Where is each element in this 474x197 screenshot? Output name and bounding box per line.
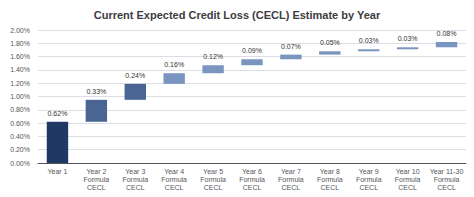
svg-text:Year 3: Year 3 <box>125 168 145 175</box>
svg-text:Formula: Formula <box>239 176 265 183</box>
svg-text:Year 6: Year 6 <box>242 168 262 175</box>
svg-text:0.16%: 0.16% <box>164 61 184 68</box>
svg-text:Formula: Formula <box>200 176 226 183</box>
svg-text:0.62%: 0.62% <box>48 110 68 117</box>
svg-text:Year 9: Year 9 <box>359 168 379 175</box>
svg-text:CECL: CECL <box>437 184 456 191</box>
svg-text:0.12%: 0.12% <box>203 53 223 60</box>
svg-text:Year 5: Year 5 <box>203 168 223 175</box>
svg-text:0.08%: 0.08% <box>437 30 457 37</box>
svg-text:Formula: Formula <box>161 176 187 183</box>
svg-text:Formula: Formula <box>395 176 421 183</box>
svg-text:CECL: CECL <box>398 184 417 191</box>
svg-text:0.07%: 0.07% <box>281 43 301 50</box>
svg-text:CECL: CECL <box>165 184 184 191</box>
svg-text:1.20%: 1.20% <box>10 80 30 87</box>
svg-text:CECL: CECL <box>126 184 145 191</box>
svg-text:0.40%: 0.40% <box>10 133 30 140</box>
svg-text:Formula: Formula <box>356 176 382 183</box>
svg-text:0.03%: 0.03% <box>398 35 418 42</box>
svg-text:Year 4: Year 4 <box>164 168 184 175</box>
svg-text:Formula: Formula <box>434 176 460 183</box>
svg-text:CECL: CECL <box>320 184 339 191</box>
svg-text:Year 11-30: Year 11-30 <box>430 168 464 175</box>
svg-text:1.00%: 1.00% <box>10 93 30 100</box>
svg-text:1.60%: 1.60% <box>10 53 30 60</box>
svg-text:2.00%: 2.00% <box>10 27 30 34</box>
svg-text:0.20%: 0.20% <box>10 146 30 153</box>
svg-text:1.80%: 1.80% <box>10 40 30 47</box>
svg-text:0.05%: 0.05% <box>320 39 340 46</box>
svg-text:0.00%: 0.00% <box>10 160 30 167</box>
svg-text:Formula: Formula <box>278 176 304 183</box>
svg-text:0.33%: 0.33% <box>86 88 106 95</box>
svg-text:0.03%: 0.03% <box>359 37 379 44</box>
svg-text:1.40%: 1.40% <box>10 66 30 73</box>
svg-text:Year 2: Year 2 <box>86 168 106 175</box>
svg-text:CECL: CECL <box>204 184 223 191</box>
svg-text:0.24%: 0.24% <box>125 72 145 79</box>
svg-text:Year 7: Year 7 <box>281 168 301 175</box>
svg-text:CECL: CECL <box>243 184 262 191</box>
svg-text:Year 1: Year 1 <box>47 168 67 175</box>
svg-text:Year 8: Year 8 <box>320 168 340 175</box>
svg-text:0.80%: 0.80% <box>10 106 30 113</box>
svg-text:CECL: CECL <box>87 184 106 191</box>
svg-text:0.09%: 0.09% <box>242 47 262 54</box>
svg-text:Formula: Formula <box>84 176 110 183</box>
svg-text:Formula: Formula <box>317 176 343 183</box>
svg-text:CECL: CECL <box>282 184 301 191</box>
svg-text:Year 10: Year 10 <box>396 168 420 175</box>
svg-text:Current Expected Credit Loss (: Current Expected Credit Loss (CECL) Esti… <box>94 9 381 21</box>
svg-text:CECL: CECL <box>359 184 378 191</box>
svg-text:Formula: Formula <box>122 176 148 183</box>
svg-text:0.60%: 0.60% <box>10 120 30 127</box>
